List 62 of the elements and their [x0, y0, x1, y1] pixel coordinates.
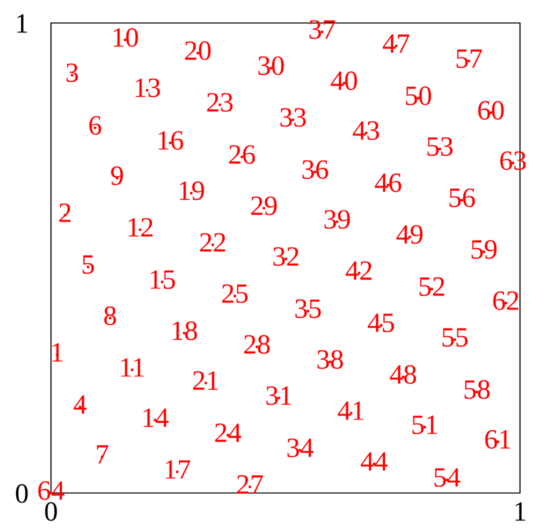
annotation: 55 — [442, 328, 468, 347]
annotation: 34 — [287, 438, 314, 458]
annotation: 22 — [200, 233, 226, 252]
annotation: 21 — [193, 371, 218, 390]
annotation: 44 — [360, 452, 388, 471]
annotation: 29 — [251, 196, 277, 216]
annotation: 36 — [302, 160, 328, 179]
annotation: 47 — [382, 34, 410, 53]
annotation: 5 — [82, 255, 94, 274]
annotation: 14 — [144, 408, 169, 427]
annotation: 59 — [472, 240, 497, 259]
annotation: 61 — [485, 430, 510, 449]
annotation: 33 — [280, 108, 306, 127]
annotation: 23 — [207, 93, 233, 112]
annotation: 53 — [428, 137, 453, 156]
annotation: 51 — [412, 416, 438, 434]
annotation: 19 — [180, 181, 204, 200]
annotation: 27 — [237, 475, 263, 494]
annotation: 32 — [273, 247, 298, 266]
annotation: 45 — [368, 314, 394, 332]
annotation: 12 — [128, 218, 152, 236]
annotation: 40 — [330, 71, 357, 90]
annotation: 10 — [114, 28, 138, 47]
annotation: 15 — [150, 270, 175, 289]
annotation: 25 — [222, 284, 248, 304]
annotation: 57 — [456, 50, 482, 68]
annotation: 16 — [158, 131, 184, 150]
annotation: 2 — [59, 204, 70, 222]
annotation: 54 — [434, 468, 460, 487]
annotation: 35 — [295, 299, 321, 318]
annotation: 42 — [346, 261, 372, 280]
annotation: 38 — [317, 350, 343, 369]
annotation: 3 — [66, 63, 78, 82]
annotation: 7 — [97, 445, 108, 464]
annotation: 17 — [166, 460, 190, 479]
annotation: 41 — [338, 401, 364, 420]
annotation: 30 — [258, 56, 284, 76]
annotation: 50 — [406, 86, 432, 106]
annotation: 43 — [352, 121, 379, 140]
annotation: 58 — [464, 380, 490, 399]
annotation: 39 — [324, 210, 350, 229]
annotation: 8 — [104, 306, 116, 326]
annotation: 37 — [310, 20, 336, 39]
annotation: 11 — [121, 358, 144, 377]
annotation: 4 — [74, 395, 87, 414]
annotation: 52 — [420, 277, 444, 296]
annotation: 18 — [172, 321, 198, 340]
annotation: 26 — [229, 145, 255, 164]
annotation: 60 — [478, 100, 504, 120]
annotation: 9 — [111, 166, 123, 186]
annotation: 64 — [38, 481, 64, 500]
annotation: 48 — [390, 365, 416, 384]
annotation: 62 — [493, 291, 518, 310]
annotation: 13 — [136, 78, 160, 98]
annotation: 28 — [244, 335, 270, 354]
annotation: 31 — [266, 386, 292, 406]
annotation: 6 — [89, 116, 102, 135]
annotation: 56 — [450, 188, 475, 208]
annotation: 46 — [374, 173, 402, 192]
annotation: 20 — [185, 41, 211, 60]
annotation: 24 — [215, 423, 242, 442]
annotation: 49 — [396, 225, 423, 244]
